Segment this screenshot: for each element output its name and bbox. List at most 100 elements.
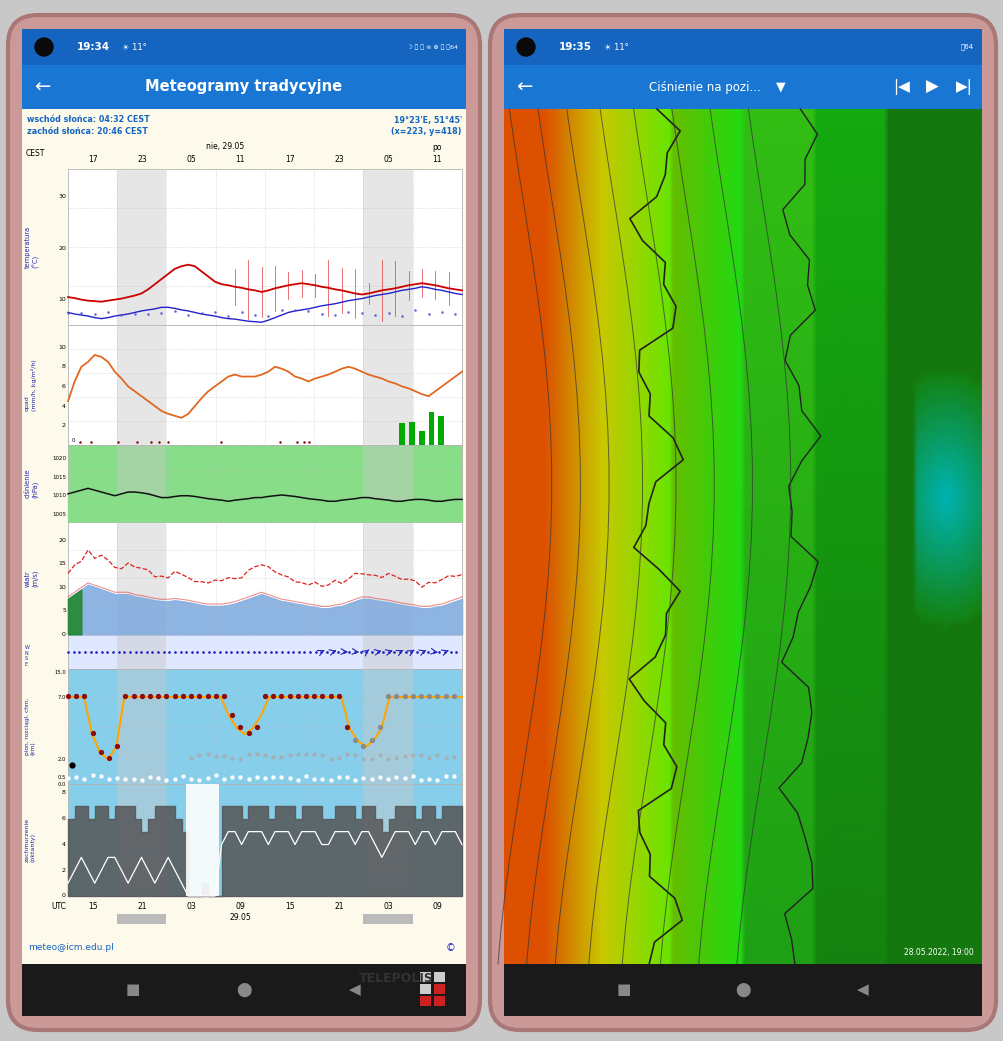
Circle shape — [517, 39, 535, 56]
Text: ◀: ◀ — [349, 983, 360, 997]
Text: 05: 05 — [187, 154, 196, 163]
Text: 17: 17 — [87, 154, 97, 163]
Text: 20: 20 — [58, 537, 66, 542]
Text: TELEPOLIS: TELEPOLIS — [359, 971, 433, 985]
Bar — [398, 423, 404, 446]
Text: 1015: 1015 — [52, 475, 66, 480]
Bar — [363, 169, 412, 325]
Text: 2: 2 — [62, 423, 66, 428]
Text: 03: 03 — [187, 903, 196, 912]
Text: 15: 15 — [58, 561, 66, 566]
Text: 0: 0 — [72, 438, 75, 443]
Text: 09: 09 — [236, 903, 245, 912]
Text: 19:35: 19:35 — [559, 42, 592, 52]
Text: po: po — [432, 143, 441, 152]
Bar — [433, 984, 444, 994]
Text: CEST: CEST — [26, 149, 45, 157]
Bar — [68, 784, 461, 896]
Bar — [433, 972, 444, 982]
Text: ⬤: ⬤ — [734, 983, 750, 997]
Bar — [186, 784, 219, 896]
Bar — [22, 65, 465, 109]
Text: zachmurzenie
(oktanty): zachmurzenie (oktanty) — [25, 818, 36, 862]
Text: W
N
S
E: W N S E — [25, 644, 30, 667]
Bar — [117, 446, 166, 522]
Text: 1010: 1010 — [52, 493, 66, 499]
Text: 21: 21 — [334, 903, 343, 912]
Text: 🔋64: 🔋64 — [960, 44, 973, 50]
Text: 8: 8 — [62, 364, 66, 370]
Bar — [419, 972, 430, 982]
Bar — [418, 431, 424, 446]
Text: temperatura
(°C): temperatura (°C) — [25, 226, 39, 269]
Circle shape — [35, 39, 53, 56]
Text: Meteogramy tradycyjne: Meteogramy tradycyjne — [145, 79, 342, 95]
Text: ←: ← — [34, 77, 50, 97]
Bar — [22, 109, 465, 964]
Bar — [504, 65, 981, 109]
Text: 0: 0 — [62, 893, 66, 898]
FancyBboxPatch shape — [489, 15, 995, 1030]
Bar — [419, 984, 430, 994]
Text: 30: 30 — [58, 195, 66, 200]
Text: wiatr
(m/s): wiatr (m/s) — [25, 569, 38, 587]
Text: ☽ 🔔 📶 ≋ ⊕ 📶 🔋64: ☽ 🔔 📶 ≋ ⊕ 📶 🔋64 — [406, 44, 457, 50]
Text: 10: 10 — [58, 585, 66, 589]
Text: 19°23'E, 51°45': 19°23'E, 51°45' — [393, 116, 461, 125]
Text: 1020: 1020 — [52, 456, 66, 461]
Text: 10: 10 — [58, 345, 66, 350]
Text: ☀ 11°: ☀ 11° — [604, 43, 628, 51]
Bar — [419, 996, 430, 1006]
Text: ■: ■ — [125, 983, 140, 997]
Bar — [68, 634, 461, 669]
Text: 6: 6 — [62, 816, 66, 821]
Text: 05: 05 — [383, 154, 392, 163]
Text: 4: 4 — [62, 842, 66, 847]
Text: 15: 15 — [87, 903, 97, 912]
Text: 29.05: 29.05 — [230, 914, 251, 922]
Bar — [68, 169, 461, 325]
Text: 15: 15 — [285, 903, 294, 912]
Text: 8: 8 — [62, 790, 66, 795]
Text: 20: 20 — [58, 246, 66, 251]
Text: 11: 11 — [236, 154, 245, 163]
Text: ☀ 11°: ☀ 11° — [122, 43, 146, 51]
Bar — [117, 522, 166, 634]
Text: 11: 11 — [432, 154, 441, 163]
Bar — [363, 325, 412, 446]
Text: ▶|: ▶| — [955, 79, 972, 95]
Bar — [504, 29, 981, 65]
Text: ciśnienie
(hPa): ciśnienie (hPa) — [25, 468, 38, 499]
Text: ⬤: ⬤ — [236, 983, 252, 997]
Text: 23: 23 — [334, 154, 343, 163]
Bar — [68, 446, 461, 522]
Text: 5: 5 — [62, 608, 66, 613]
Text: Ciśnienie na pozi...: Ciśnienie na pozi... — [648, 80, 760, 94]
Text: 15.0: 15.0 — [54, 670, 66, 676]
Text: ▶: ▶ — [925, 78, 938, 96]
Text: 03: 03 — [383, 903, 392, 912]
Text: zachód słońca: 20:46 CEST: zachód słońca: 20:46 CEST — [27, 127, 147, 135]
Text: 4: 4 — [62, 404, 66, 408]
Bar — [117, 634, 166, 669]
Bar — [22, 29, 465, 1016]
Bar — [117, 169, 166, 325]
Text: (x=223, y=418): (x=223, y=418) — [391, 127, 461, 135]
Bar — [363, 914, 412, 924]
Text: 6: 6 — [62, 384, 66, 389]
Text: meteo@icm.edu.pl: meteo@icm.edu.pl — [28, 943, 113, 953]
Bar — [363, 784, 412, 896]
Text: ←: ← — [516, 77, 532, 97]
Text: ▼: ▼ — [775, 80, 785, 94]
Bar — [363, 446, 412, 522]
Bar — [68, 325, 461, 446]
Text: wschód słońca: 04:32 CEST: wschód słońca: 04:32 CEST — [27, 116, 149, 125]
Bar — [68, 522, 461, 634]
Bar — [117, 784, 166, 896]
Bar — [363, 634, 412, 669]
Bar — [504, 964, 981, 1016]
Text: 28.05.2022, 19:00: 28.05.2022, 19:00 — [904, 947, 973, 957]
Text: 1005: 1005 — [52, 512, 66, 516]
Text: nie, 29.05: nie, 29.05 — [207, 143, 245, 152]
Bar — [22, 964, 465, 1016]
